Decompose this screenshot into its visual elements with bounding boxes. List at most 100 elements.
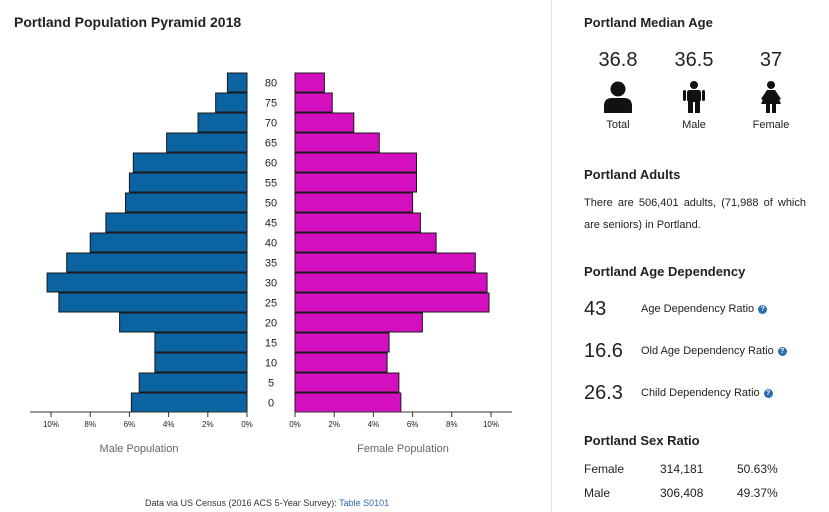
male-x-tick-label: 2% [202,420,214,429]
female-bar [294,212,421,233]
dependency-row-age: 43 Age Dependency Ratio? [584,297,829,323]
sex-ratio-percent: 50.63% [737,462,778,476]
male-bar [226,72,248,93]
male-axis-label: Male Population [100,443,179,455]
age-group-label: 45 [265,218,277,230]
male-bar [197,112,248,133]
male-bar [138,372,248,393]
age-group-label: 35 [265,258,277,270]
age-dependency-label: Age Dependency Ratio? [641,303,768,315]
male-bar [119,312,248,333]
female-bar [294,92,333,113]
male-x-tick-label: 6% [124,420,136,429]
female-bar [294,252,476,273]
male-bar [132,152,248,173]
help-icon[interactable]: ? [763,389,773,398]
sex-ratio-title: Portland Sex Ratio [584,433,700,448]
age-group-label: 50 [265,198,277,210]
male-bar [128,172,248,193]
age-group-label: 30 [265,278,277,290]
age-group-label: 40 [265,238,277,250]
male-bar [124,192,248,213]
male-icon [683,81,705,113]
age-group-label: 5 [268,378,274,390]
male-bar [130,392,248,413]
dependency-row-child: 26.3 Child Dependency Ratio? [584,381,829,407]
help-icon[interactable]: ? [758,305,768,314]
female-bar [294,192,414,213]
source-table-link[interactable]: Table S0101 [339,498,390,508]
female-x-tick-label: 2% [328,420,340,429]
child-dependency-label-text: Child Dependency Ratio [641,387,760,399]
female-bar [294,152,418,173]
female-bar [294,292,490,313]
female-bar [294,132,380,153]
adults-title: Portland Adults [584,167,681,182]
dependency-row-old-age: 16.6 Old Age Dependency Ratio? [584,339,829,365]
female-x-tick-label: 0% [289,420,301,429]
panel-divider [551,0,552,512]
age-group-label: 60 [265,158,277,170]
female-bar [294,352,388,373]
pyramid-chart: 0 5 10 15 20 25 30 35 40 45 50 55 60 65 70 75 80 10% 8% 6% 4… [30,72,512,455]
male-x-tick-label: 0% [241,420,253,429]
female-bar [294,272,488,293]
female-x-tick-label: 8% [446,420,458,429]
old-age-dependency-label: Old Age Dependency Ratio? [641,345,787,357]
population-pyramid-panel: 0 5 10 15 20 25 30 35 40 45 50 55 60 65 70 75 80 10% 8% 6% 4… [14,14,512,508]
male-bar [105,212,248,233]
male-bar [154,352,248,373]
help-icon[interactable]: ? [777,347,787,356]
source-text: Data via US Census (2016 ACS 5-Year Surv… [145,498,340,508]
median-age-total-value: 36.8 [598,49,638,71]
male-bar [66,252,248,273]
person-icon [604,81,632,113]
adults-text: There are 506,401 adults, (71,988 of whi… [584,197,806,231]
median-age-total: 36.8 Total [583,48,653,131]
female-icon [761,81,781,113]
male-bar [215,92,248,113]
median-age-male-value: 36.5 [674,49,714,71]
age-group-label: 75 [265,98,277,110]
age-dependency-label-text: Age Dependency Ratio [641,303,755,315]
median-age-female-label: Female [752,119,790,131]
age-dependency-value: 43 [584,298,607,320]
sex-ratio-label: Female [584,462,625,476]
male-bar [166,132,248,153]
female-x-tick-label: 6% [407,420,419,429]
female-bar [294,372,400,393]
dependency-title: Portland Age Dependency [584,264,746,279]
old-age-dependency-label-text: Old Age Dependency Ratio [641,345,774,357]
male-x-tick-label: 8% [84,420,96,429]
sex-ratio-row-male: Male 306,408 49.37% [584,486,824,502]
median-age-female: 37 Female [736,48,806,131]
female-bar [294,332,390,353]
median-age-male-label: Male [682,119,706,131]
sex-ratio-percent: 49.37% [737,486,778,500]
chart-title: Portland Population Pyramid 2018 [14,14,242,30]
age-group-label: 70 [265,118,277,130]
female-bar [294,172,418,193]
stats-sidebar: Portland Median Age 36.8 Total 36.5 Male… [552,0,829,512]
female-bar [294,232,437,253]
male-x-tick-label: 10% [43,420,59,429]
old-age-dependency-value: 16.6 [584,340,623,362]
age-group-label: 10 [265,358,277,370]
median-age-female-value: 37 [759,49,783,71]
age-group-label: 0 [268,398,274,410]
female-x-tick-label: 10% [483,420,499,429]
sex-ratio-row-female: Female 314,181 50.63% [584,462,824,478]
median-age-total-label: Total [606,119,630,131]
sex-ratio-label: Male [584,486,611,500]
age-group-label: 15 [265,338,277,350]
age-group-label: 20 [265,318,277,330]
male-bar [58,292,248,313]
sex-ratio-count: 314,181 [660,462,704,476]
female-bar [294,392,402,413]
female-bar [294,72,325,93]
median-age-title: Portland Median Age [584,15,713,30]
source-note: Data via US Census (2016 ACS 5-Year Surv… [145,498,389,508]
age-group-label: 55 [265,178,277,190]
female-bar [294,112,355,133]
male-bar [46,272,248,293]
